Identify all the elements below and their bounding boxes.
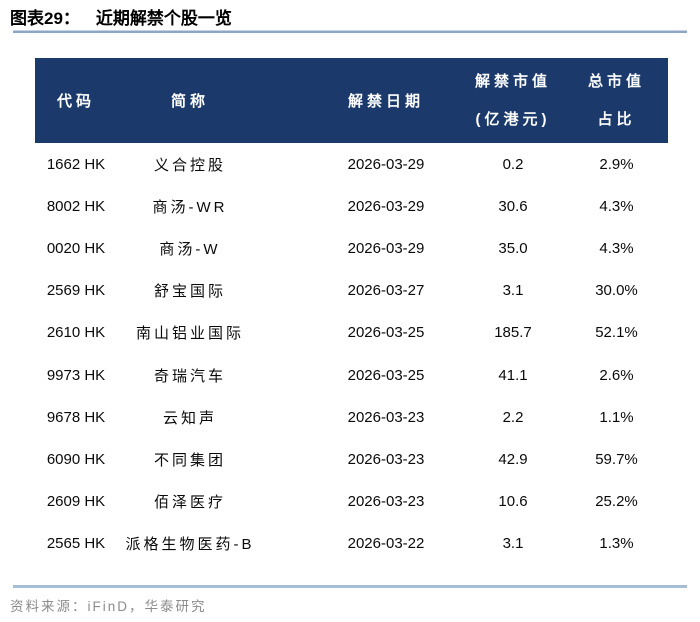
cell-date: 2026-03-23 [347,408,425,426]
figure-title-row: 图表29： 近期解禁个股一览 [0,0,700,30]
cell-date: 2026-03-23 [347,450,425,468]
cell-date: 2026-03-22 [347,535,425,553]
cell-pct: 1.3% [599,535,634,553]
column-header-line1: 简称 [170,93,209,110]
table-row: 6090 HK 不同集团 2026-03-23 42.9 59.7% [35,438,668,480]
cell-name: 舒宝国际 [153,283,226,301]
column-header-4: 总市值 占比 [565,58,668,143]
figure-label: 图表29： [10,9,80,28]
unlock-table: 代码 简称 解禁日期 解禁市值 (亿港元) 总市值占比 1662 HK 义合控股 2026-0… [35,58,668,565]
cell-date: 2026-03-29 [347,197,425,215]
cell-value: 0.2 [502,155,524,173]
cell-pct: 4.3% [599,239,634,257]
table-row: 9678 HK 云知声 2026-03-23 2.2 1.1% [35,396,668,438]
cell-code: 0020 HK [46,239,106,257]
column-header-line1: 总市值 [587,73,645,90]
table-header-row: 代码 简称 解禁日期 解禁市值 (亿港元) 总市值占比 [35,58,668,143]
cell-name: 南山铝业国际 [135,325,244,343]
cell-code: 2610 HK [46,324,106,342]
column-header-line2: (亿港元) [475,111,551,128]
table-body: 1662 HK 义合控股 2026-03-29 0.2 2.9% 8002 HK 商汤-WR… [35,143,668,565]
footer-divider [13,584,687,588]
cell-date: 2026-03-27 [347,282,425,300]
cell-name: 商汤-W [159,240,221,258]
cell-date: 2026-03-29 [347,239,425,257]
cell-pct: 1.1% [599,408,634,426]
cell-name: 商汤-WR [152,198,228,216]
cell-pct: 2.9% [599,155,634,173]
table-row: 0020 HK 商汤-W 2026-03-29 35.0 4.3% [35,227,668,269]
table-row: 2569 HK 舒宝国际 2026-03-27 3.1 30.0% [35,270,668,312]
cell-pct: 52.1% [595,324,638,342]
cell-code: 6090 HK [46,450,106,468]
column-header-line1: 代码 [56,93,95,110]
cell-value: 42.9 [498,450,528,468]
column-header-line1: 解禁日期 [347,93,424,110]
figure-title: 近期解禁个股一览 [95,9,232,28]
cell-value: 185.7 [494,324,532,342]
cell-code: 1662 HK [46,155,106,173]
cell-value: 2.2 [502,408,524,426]
source-note: 资料来源：iFinD，华泰研究 [10,595,700,615]
table-row: 2610 HK 南山铝业国际 2026-03-25 185.7 52.1% [35,312,668,354]
cell-date: 2026-03-29 [347,155,425,173]
cell-value: 10.6 [498,493,528,511]
cell-date: 2026-03-23 [347,493,425,511]
cell-pct: 2.6% [599,366,634,384]
cell-code: 2609 HK [46,493,106,511]
cell-code: 2565 HK [46,535,106,553]
cell-code: 9678 HK [46,408,106,426]
cell-name: 不同集团 [153,451,226,469]
cell-pct: 30.0% [595,282,638,300]
table-row: 8002 HK 商汤-WR 2026-03-29 30.6 4.3% [35,185,668,227]
cell-value: 35.0 [498,239,528,257]
cell-name: 派格生物医药-B [125,536,255,554]
column-header-line2: 占比 [597,111,636,128]
cell-code: 2569 HK [46,282,106,300]
cell-name: 奇瑞汽车 [153,367,226,385]
cell-value: 3.1 [502,535,524,553]
cell-date: 2026-03-25 [347,324,425,342]
cell-value: 41.1 [498,366,528,384]
table-row: 9973 HK 奇瑞汽车 2026-03-25 41.1 2.6% [35,354,668,396]
cell-value: 3.1 [502,282,524,300]
title-divider [13,30,687,33]
column-header-0: 代码 [35,58,117,143]
cell-pct: 4.3% [599,197,634,215]
cell-value: 30.6 [498,197,528,215]
column-header-line1: 解禁市值 [474,73,551,90]
table-row: 2609 HK 佰泽医疗 2026-03-23 10.6 25.2% [35,481,668,523]
cell-pct: 59.7% [595,450,638,468]
cell-pct: 25.2% [595,493,638,511]
table-row: 1662 HK 义合控股 2026-03-29 0.2 2.9% [35,143,668,185]
column-header-3: 解禁市值 (亿港元) [453,58,565,143]
table-row: 2565 HK 派格生物医药-B 2026-03-22 3.1 1.3% [35,523,668,565]
cell-date: 2026-03-25 [347,366,425,384]
cell-name: 云知声 [162,409,217,427]
cell-name: 佰泽医疗 [153,494,226,512]
source-text: 资料来源：iFinD，华泰研究 [10,598,207,614]
cell-name: 义合控股 [153,156,226,174]
cell-code: 9973 HK [46,366,106,384]
cell-code: 8002 HK [46,197,106,215]
column-header-2: 解禁日期 [263,58,453,143]
column-header-1: 简称 [117,58,263,143]
